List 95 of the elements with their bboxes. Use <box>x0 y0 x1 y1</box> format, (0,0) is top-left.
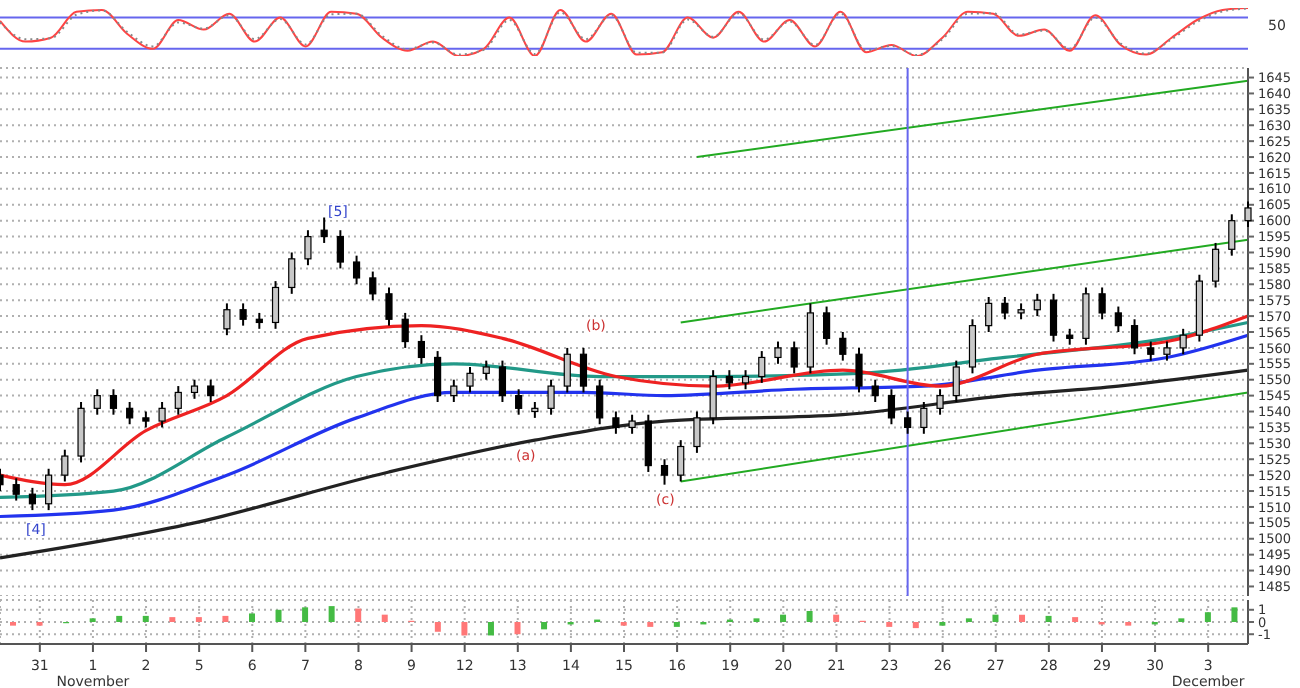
candlestick <box>352 254 361 286</box>
candlestick <box>839 331 847 362</box>
candlestick <box>985 296 993 333</box>
candlestick <box>77 400 85 464</box>
bar <box>116 615 123 622</box>
bar <box>1204 612 1211 622</box>
candlestick <box>1114 305 1122 333</box>
bar <box>222 615 229 622</box>
candlestick <box>515 388 523 416</box>
candlestick <box>158 400 166 429</box>
candlestick <box>871 378 879 403</box>
candlestick <box>1244 200 1252 229</box>
candlestick <box>61 448 69 483</box>
candlestick <box>466 365 474 394</box>
candlestick <box>239 302 247 327</box>
candlestick <box>693 410 701 454</box>
candlestick <box>174 385 182 416</box>
bar <box>461 622 468 636</box>
candlestick <box>790 340 798 375</box>
candlestick <box>369 270 377 302</box>
candlestick <box>887 388 896 426</box>
candlestick <box>12 477 20 502</box>
candlestick <box>547 378 555 416</box>
candlestick <box>190 378 199 400</box>
candlestick <box>968 318 977 375</box>
candlestick <box>579 346 588 394</box>
candlestick <box>904 410 912 435</box>
bar <box>381 614 388 622</box>
candlestick <box>1049 292 1058 343</box>
candlestick <box>320 216 328 244</box>
bar <box>142 615 149 622</box>
bar <box>248 613 255 622</box>
candlestick <box>417 334 425 365</box>
bar <box>1231 607 1238 622</box>
candlestick <box>660 458 669 486</box>
bar <box>302 607 309 622</box>
candlestick <box>126 400 134 426</box>
candlestick <box>628 413 636 435</box>
bar <box>780 614 787 622</box>
candlestick <box>45 467 53 512</box>
candlestick <box>1033 292 1041 318</box>
bar <box>328 606 335 622</box>
candlestick <box>612 410 620 435</box>
candlestick <box>288 251 296 295</box>
candlestick <box>596 378 604 426</box>
candlestick <box>563 346 571 394</box>
candlestick <box>1228 213 1236 257</box>
candlestick <box>936 388 944 416</box>
candlestick <box>1130 318 1139 356</box>
candlestick <box>271 280 280 330</box>
candlestick <box>644 413 652 473</box>
candlestick <box>28 486 37 512</box>
candlestick <box>855 346 863 394</box>
bar <box>541 622 548 630</box>
bar <box>487 622 494 636</box>
candlestick <box>450 378 458 403</box>
bar <box>833 614 840 622</box>
candlestick <box>1098 286 1106 321</box>
bar <box>514 622 521 635</box>
line-series <box>0 368 1250 560</box>
candlestick <box>1163 340 1171 362</box>
bar <box>434 622 441 632</box>
candlestick <box>920 400 928 435</box>
candlestick <box>1211 241 1220 289</box>
candlestick <box>223 302 231 337</box>
candlestick <box>482 359 490 381</box>
candlestick <box>336 229 344 270</box>
bar <box>806 611 813 622</box>
candlestick <box>952 359 960 403</box>
candlestick <box>401 311 409 349</box>
candlestick <box>709 369 717 426</box>
candlestick <box>1082 286 1090 346</box>
candlestick <box>93 388 101 416</box>
candlestick <box>1147 340 1155 362</box>
candlestick <box>1001 296 1009 321</box>
candlestick <box>385 286 393 327</box>
candlestick <box>725 369 733 391</box>
candlestick <box>109 388 118 416</box>
candlestick <box>677 439 685 483</box>
line-series <box>0 333 1250 519</box>
bar <box>1045 615 1052 622</box>
candlestick <box>774 340 782 365</box>
bar <box>992 614 999 622</box>
candlestick <box>741 369 750 391</box>
candlestick <box>498 359 507 403</box>
bar <box>275 609 282 622</box>
candlestick <box>1179 327 1187 356</box>
candlestick <box>207 378 215 403</box>
candlestick <box>304 229 312 267</box>
bar <box>355 608 362 622</box>
candlestick <box>434 350 442 403</box>
bar <box>912 622 919 629</box>
candlestick <box>823 305 831 346</box>
candlestick <box>758 350 766 384</box>
bar <box>1019 614 1026 622</box>
